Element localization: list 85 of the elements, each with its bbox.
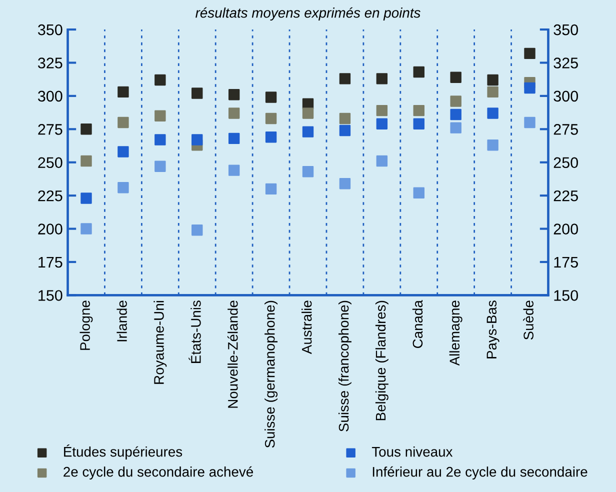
y2-tick-label: 250	[554, 157, 578, 168]
y-tick-label: 275	[38, 124, 62, 135]
x-tick-label: Pays-Bas	[486, 300, 500, 358]
legend-label: Tous niveaux	[372, 446, 453, 457]
y2-tick-label: 150	[554, 290, 578, 301]
legend-label: Études supérieures	[64, 444, 182, 460]
x-tick-label: Suisse (francophone)	[338, 300, 352, 432]
point	[339, 124, 351, 136]
y-tick-label: 225	[38, 190, 62, 202]
point	[80, 124, 92, 135]
point	[265, 132, 277, 143]
y2-tick-label: 225	[554, 190, 578, 202]
point	[413, 66, 424, 78]
y2-tick-label: 175	[554, 257, 578, 268]
point	[265, 112, 277, 124]
y-tick-label: 250	[38, 157, 62, 168]
point	[339, 112, 351, 124]
x-tick-label: Belgique (Flandres)	[375, 300, 388, 420]
y2-tick-label: 275	[554, 124, 578, 135]
x-tick-label: Suisse (germanophone)	[264, 300, 278, 448]
y-tick-label: 300	[38, 90, 62, 102]
point	[118, 86, 129, 98]
point	[339, 178, 351, 190]
y2-tick-label: 350	[554, 24, 578, 36]
point	[487, 74, 498, 86]
point	[80, 223, 92, 234]
point	[376, 104, 388, 116]
x-tick-label: Nouvelle-Zélande	[227, 300, 238, 408]
point	[265, 183, 277, 195]
point	[118, 182, 129, 194]
y-tick-label: 150	[38, 290, 62, 301]
x-tick-label: Canada	[412, 300, 423, 348]
point	[413, 118, 424, 130]
point	[118, 146, 129, 158]
point	[450, 108, 462, 120]
point	[154, 134, 166, 146]
x-tick-label: Suède	[523, 300, 534, 340]
point	[450, 96, 462, 107]
point	[413, 187, 424, 199]
point	[302, 166, 314, 178]
x-tick-label: Irlande	[116, 300, 127, 342]
point	[376, 155, 388, 167]
point	[376, 118, 388, 130]
point	[192, 88, 203, 99]
point	[80, 192, 92, 204]
y2-tick-label: 300	[554, 90, 578, 102]
y2-tick-label: 325	[554, 58, 578, 68]
point	[524, 48, 536, 60]
chart-subtitle: résultats moyens exprimés en points	[196, 7, 420, 20]
point	[228, 132, 240, 144]
point	[118, 116, 129, 128]
x-tick-label: Pologne	[80, 300, 93, 350]
y-tick-label: 175	[38, 257, 62, 268]
point	[524, 82, 536, 94]
point	[302, 108, 314, 119]
y-tick-label: 350	[38, 24, 62, 36]
point	[228, 164, 240, 176]
point	[154, 74, 166, 86]
point	[339, 73, 351, 84]
legend-label: 2e cycle du secondaire achevé	[64, 466, 253, 480]
y2-tick-label: 200	[554, 224, 578, 234]
point	[228, 89, 240, 100]
x-tick-label: Allemagne	[449, 300, 462, 366]
y-tick-label: 325	[38, 58, 62, 68]
x-tick-label: États-Unis	[188, 300, 201, 363]
point	[413, 104, 424, 116]
legend-label: Inférieur au 2e cycle du secondaire	[372, 466, 588, 480]
point	[487, 108, 498, 119]
point	[80, 155, 92, 167]
point	[376, 73, 388, 84]
point	[154, 110, 166, 122]
point	[265, 92, 277, 103]
point	[302, 126, 314, 138]
y-tick-label: 200	[38, 224, 62, 234]
point	[487, 139, 498, 151]
x-tick-label: Australie	[302, 300, 312, 354]
point	[228, 108, 240, 119]
point	[524, 116, 536, 128]
x-tick-label: Royaume-Uni	[154, 300, 167, 384]
point	[450, 122, 462, 134]
point	[487, 86, 498, 98]
point	[154, 160, 166, 172]
point	[192, 224, 203, 236]
point	[192, 134, 203, 146]
point	[450, 72, 462, 83]
